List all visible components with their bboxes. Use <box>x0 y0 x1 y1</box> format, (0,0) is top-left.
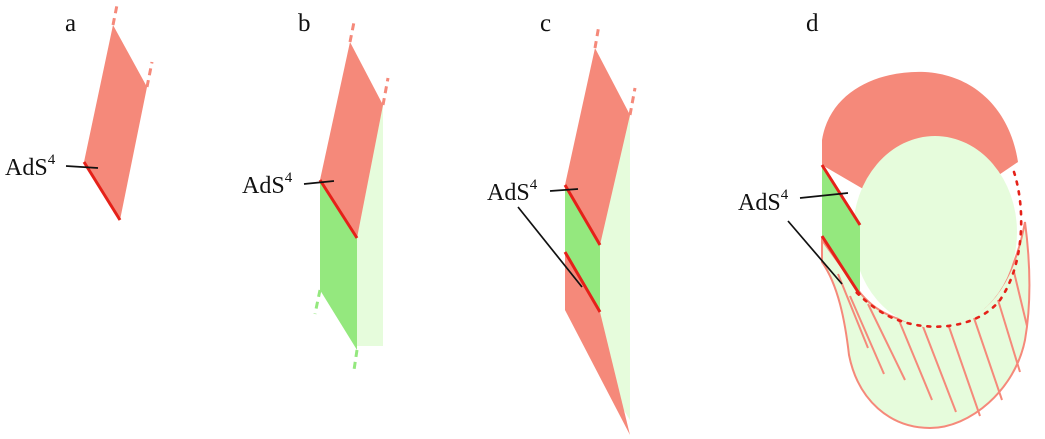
panel-d: d <box>738 10 1031 430</box>
boundary-line-d-upper <box>820 164 862 226</box>
ads-leader-c-2 <box>517 206 583 288</box>
hatch-line <box>897 317 933 401</box>
ads-label-d: AdS4 <box>738 187 789 216</box>
ads-leader-b <box>303 180 335 185</box>
dashed-extension-a2 <box>145 61 154 88</box>
dashed-extension-a1 <box>111 4 119 26</box>
boundary-line-c-lower <box>563 251 602 313</box>
hatch-line <box>947 323 981 417</box>
boundary-line-c-upper <box>563 184 602 246</box>
panel-label-a: a <box>65 10 76 37</box>
ads-leader-d-2 <box>787 220 843 285</box>
ads-leader-d-1 <box>799 192 849 199</box>
brane-sheet-c-upper <box>565 48 630 245</box>
panel-a: a AdS4 <box>5 4 154 221</box>
green-region-d <box>822 165 860 292</box>
hatch-line <box>921 323 957 413</box>
boundary-line-b <box>318 179 359 239</box>
panel-label-c: c <box>540 10 551 37</box>
cylinder-slice-d <box>853 136 1017 328</box>
dashed-extension-c1 <box>593 24 601 49</box>
brane-sheet-a <box>84 25 147 220</box>
hatch-line <box>867 303 906 381</box>
dashed-extension-b3 <box>313 289 322 315</box>
dashed-extension-b2 <box>381 77 390 106</box>
hatch-line <box>849 295 885 375</box>
panel-label-b: b <box>298 10 311 37</box>
ads-label-c: AdS4 <box>487 177 538 206</box>
ads-label-b: AdS4 <box>242 170 293 199</box>
ads-leader-a <box>65 165 99 169</box>
hatch-lines-d <box>837 271 1028 417</box>
hatch-line <box>837 273 869 349</box>
dashed-extension-b4 <box>352 349 359 371</box>
panel-label-d: d <box>806 10 819 37</box>
dashed-extension-c2 <box>628 87 637 116</box>
green-region-c <box>565 185 600 312</box>
ads-label-a: AdS4 <box>5 152 56 181</box>
green-region-b <box>320 180 357 350</box>
boundary-line-a <box>82 161 122 221</box>
panel-b: b AdS4 <box>242 10 390 371</box>
dotted-boundary-d <box>850 170 1023 328</box>
brane-sheet-b <box>320 42 383 238</box>
hatch-line <box>1013 271 1028 327</box>
dashed-extension-b1 <box>348 21 356 43</box>
boundary-line-d-lower <box>820 235 862 296</box>
hatch-line <box>997 299 1021 373</box>
hatch-line <box>973 317 1003 401</box>
ads-leader-c-1 <box>549 188 579 192</box>
panel-c: c AdS4 <box>487 10 637 435</box>
brane-sheet-c-lower <box>565 252 630 435</box>
